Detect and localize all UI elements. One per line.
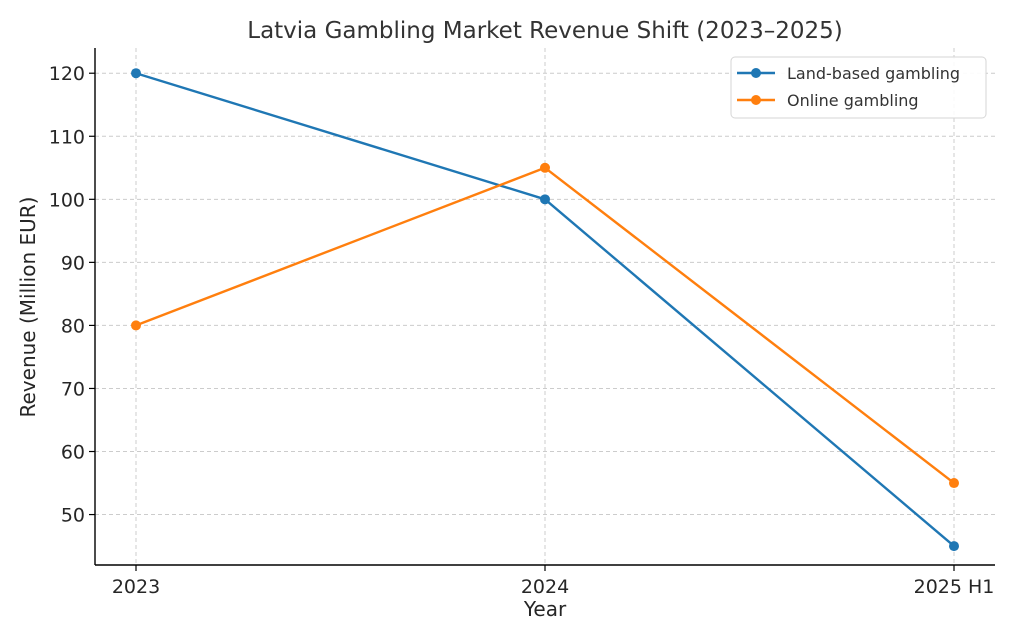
legend-box — [730, 56, 987, 119]
y-axis-title: Revenue (Million EUR) — [16, 197, 40, 418]
legend: Land-based gambling Online gambling — [730, 56, 987, 119]
grid — [95, 48, 995, 565]
series-land-based — [131, 68, 959, 552]
legend-label: Online gambling — [787, 91, 919, 110]
y-tick-label: 70 — [61, 378, 85, 400]
y-tick-label: 50 — [61, 505, 85, 527]
data-point — [949, 541, 959, 552]
x-ticks: 2023 2024 2025 H1 — [112, 565, 995, 598]
y-tick-label: 90 — [61, 252, 85, 274]
y-tick-label: 80 — [61, 315, 85, 337]
chart-title: Latvia Gambling Market Revenue Shift (20… — [247, 18, 842, 44]
y-ticks: 50 60 70 80 90 100 110 120 — [49, 63, 95, 527]
y-tick-label: 60 — [61, 442, 85, 464]
y-tick-label: 120 — [49, 63, 85, 85]
series — [131, 68, 959, 552]
data-point — [540, 162, 550, 173]
y-tick-label: 110 — [49, 126, 85, 148]
data-point — [131, 320, 141, 331]
y-tick-label: 100 — [49, 189, 85, 211]
legend-label: Land-based gambling — [787, 64, 960, 83]
series-online — [131, 162, 959, 489]
data-point — [540, 194, 550, 205]
x-tick-label: 2023 — [112, 576, 160, 598]
x-tick-label: 2025 H1 — [914, 576, 995, 598]
legend-marker — [751, 68, 761, 78]
legend-marker — [751, 95, 761, 105]
data-point — [131, 68, 141, 79]
x-tick-label: 2024 — [521, 576, 569, 598]
x-axis-title: Year — [523, 597, 567, 621]
data-point — [949, 478, 959, 489]
